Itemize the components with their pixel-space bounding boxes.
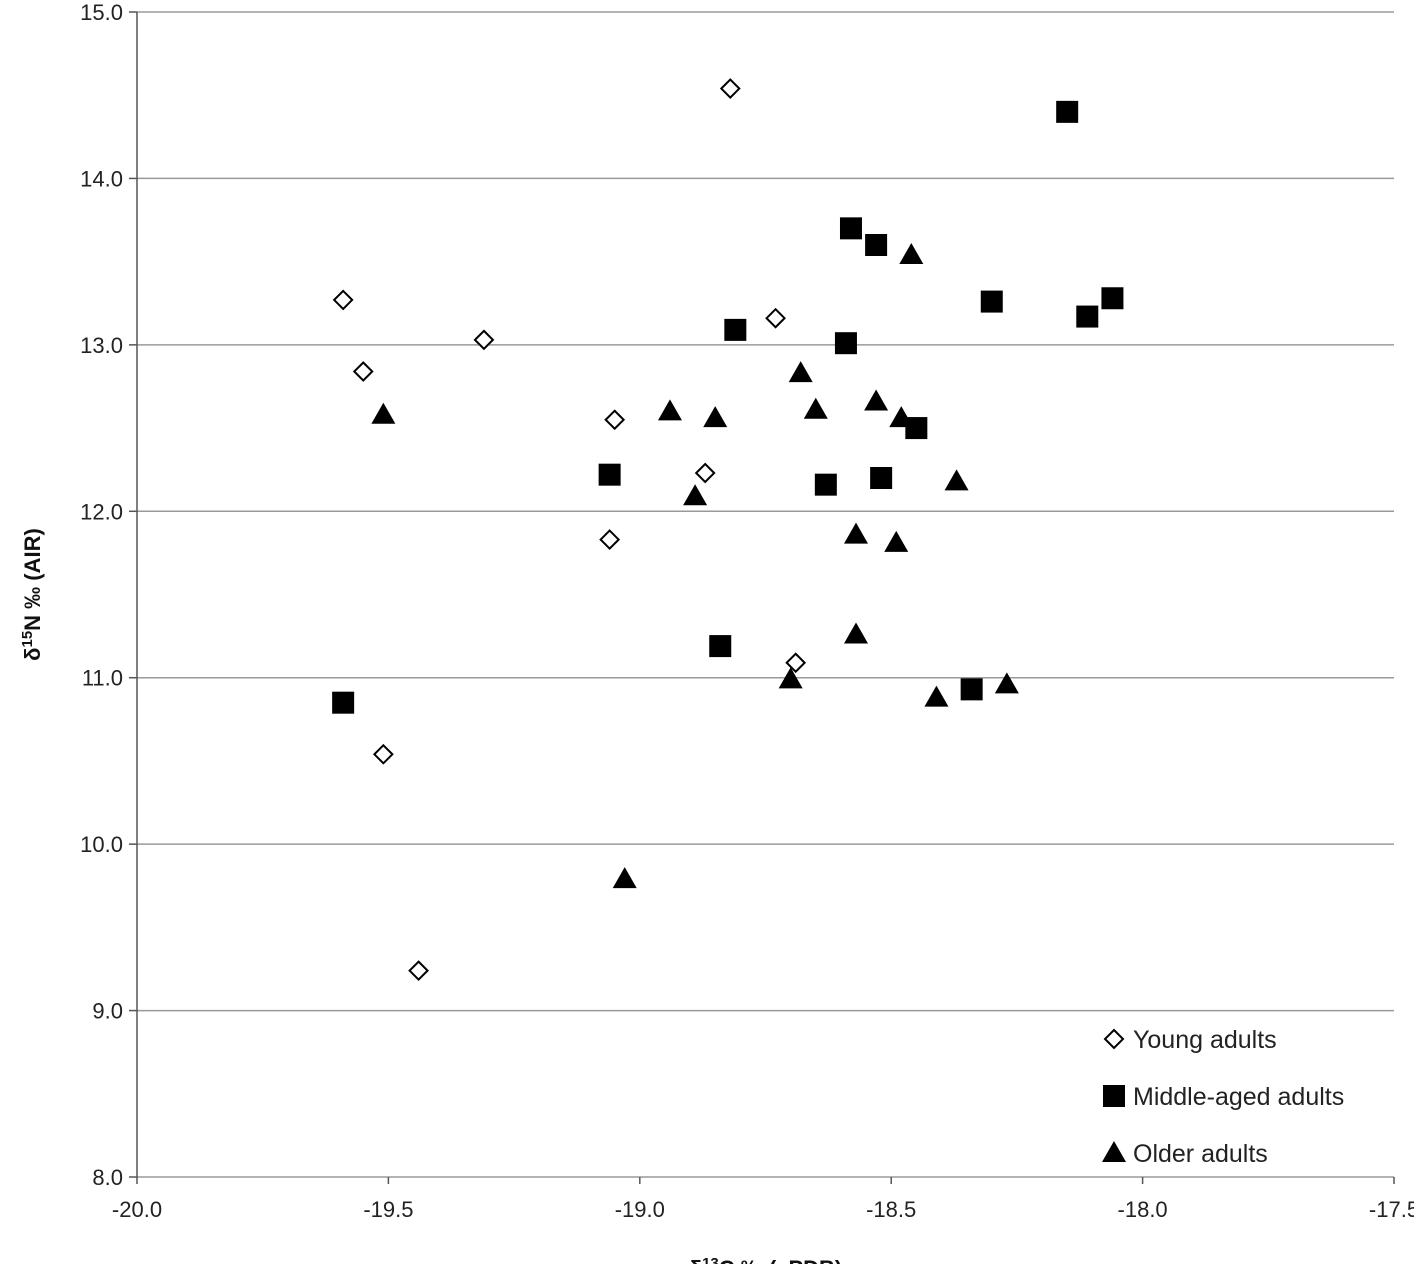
legend-label: Middle-aged adults <box>1133 1083 1344 1111</box>
data-point <box>1076 305 1099 328</box>
data-point <box>604 409 626 431</box>
data-point <box>844 622 869 644</box>
data-point <box>844 522 869 544</box>
data-point <box>944 469 969 491</box>
data-point <box>352 361 374 382</box>
grid-lines <box>137 11 1394 1178</box>
data-point <box>905 417 928 440</box>
data-point <box>683 484 708 506</box>
data-point <box>765 307 786 329</box>
data-point <box>709 635 732 658</box>
data-point <box>785 652 807 674</box>
data-point <box>724 318 747 341</box>
x-tick-label: -17.5 <box>1369 1197 1414 1222</box>
data-point <box>371 402 396 424</box>
y-tick-label: 8.0 <box>92 1165 123 1190</box>
data-point <box>814 473 837 496</box>
y-tick-label: 15.0 <box>80 0 123 25</box>
y-axis-ticks: 8.0 9.0 10.0 11.0 12.0 13.0 14.0 15.0 <box>80 0 137 1190</box>
data-point <box>994 672 1019 694</box>
data-point <box>408 960 429 982</box>
data-point <box>694 462 716 484</box>
data-point <box>657 399 682 421</box>
x-axis-title: δ13C ‰ (vPDB) <box>689 1255 842 1264</box>
y-tick-label: 12.0 <box>80 499 123 524</box>
data-point <box>332 691 355 714</box>
legend-label: Young adults <box>1133 1026 1277 1054</box>
series-older-adults <box>371 242 1019 889</box>
x-axis-ticks: -20.0 -19.5 -19.0 -18.5 -18.0 -17.5 <box>112 1177 1414 1222</box>
data-point <box>864 389 889 411</box>
data-point <box>884 530 909 552</box>
data-point <box>598 463 621 486</box>
data-point <box>719 78 741 99</box>
data-point <box>778 667 803 689</box>
y-axis-title: δ15N ‰ (AIR) <box>19 528 45 661</box>
legend-marker <box>1103 1085 1125 1107</box>
series-young-adults <box>332 78 807 982</box>
data-point <box>788 361 813 383</box>
data-point <box>1056 100 1079 123</box>
data-point <box>473 329 495 351</box>
data-point <box>372 743 394 765</box>
legend-marker <box>1103 1028 1125 1050</box>
data-point <box>612 867 637 889</box>
y-tick-label: 14.0 <box>80 166 123 191</box>
x-tick-label: -19.0 <box>615 1197 665 1222</box>
legend-marker <box>1102 1141 1126 1162</box>
y-tick-label: 10.0 <box>80 832 123 857</box>
data-point <box>960 678 983 701</box>
y-tick-label: 9.0 <box>92 999 123 1024</box>
data-point <box>703 406 728 428</box>
x-tick-label: -18.5 <box>866 1197 916 1222</box>
legend: Young adults Middle-aged adults Older adul… <box>1102 1026 1344 1168</box>
data-point <box>1101 287 1124 310</box>
data-points <box>332 78 1124 982</box>
y-tick-label: 11.0 <box>82 666 123 691</box>
data-point <box>870 467 893 489</box>
data-point <box>980 290 1003 313</box>
data-point <box>865 234 888 256</box>
data-point <box>599 529 621 550</box>
x-tick-label: -18.0 <box>1118 1197 1168 1222</box>
series-middle-aged-adults <box>332 100 1124 714</box>
x-tick-label: -20.0 <box>112 1197 162 1222</box>
x-tick-label: -19.5 <box>363 1197 413 1222</box>
data-point <box>332 289 354 311</box>
data-point <box>834 332 857 355</box>
y-tick-label: 13.0 <box>80 333 123 358</box>
data-point <box>839 217 862 240</box>
data-point <box>803 397 828 419</box>
data-point <box>924 685 949 707</box>
legend-label: Older adults <box>1133 1140 1268 1168</box>
data-point <box>889 406 914 428</box>
data-point <box>899 242 924 264</box>
